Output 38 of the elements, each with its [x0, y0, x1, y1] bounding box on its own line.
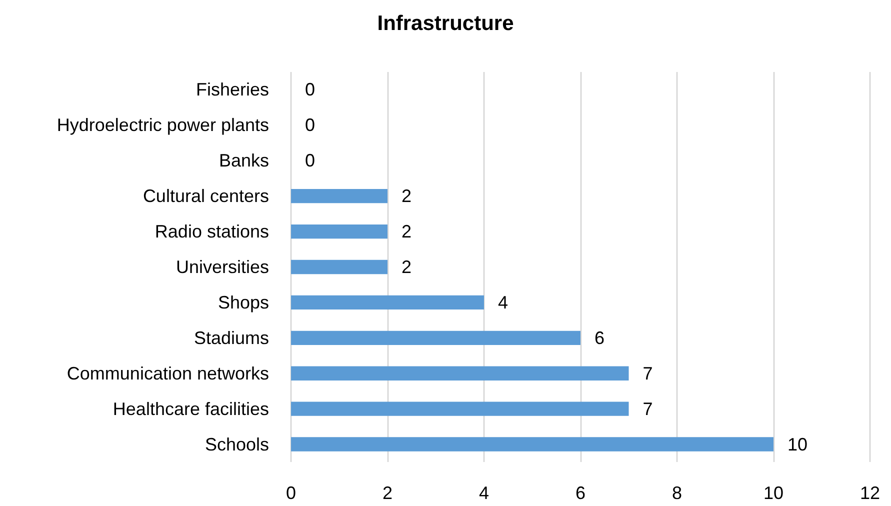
y-tick-label: Communication networks — [66, 363, 269, 384]
x-tick-label: 6 — [575, 483, 586, 503]
bar — [291, 260, 388, 274]
y-tick-label: Cultural centers — [142, 186, 269, 206]
bar — [291, 295, 484, 310]
data-label: 0 — [305, 80, 316, 100]
data-label: 6 — [594, 328, 605, 348]
bar — [291, 402, 629, 416]
bar — [291, 224, 388, 239]
x-tick-label: 2 — [382, 483, 393, 503]
y-tick-label: Hydroelectric power plants — [56, 115, 269, 136]
bar — [291, 330, 580, 345]
data-label: 2 — [402, 257, 412, 277]
y-tick-label: Fisheries — [196, 80, 269, 100]
chart-title: Infrastructure — [377, 12, 514, 35]
bar — [291, 189, 388, 204]
y-tick-label: Banks — [218, 150, 269, 171]
x-tick-label: 4 — [478, 483, 490, 503]
data-label: 10 — [788, 434, 808, 454]
data-label: 7 — [642, 398, 653, 419]
y-tick-label: Radio stations — [154, 222, 269, 242]
y-tick-label: Schools — [204, 434, 269, 454]
y-tick-label: Shops — [218, 292, 269, 312]
data-label: 2 — [402, 186, 412, 206]
bar — [291, 437, 774, 452]
y-tick-label: Stadiums — [194, 328, 269, 348]
y-tick-label: Healthcare facilities — [112, 398, 269, 419]
data-label: 2 — [402, 222, 412, 242]
x-tick-label: 10 — [763, 483, 784, 503]
data-label: 0 — [305, 115, 316, 136]
bar — [291, 366, 629, 380]
y-tick-label: Universities — [176, 257, 269, 277]
data-label: 4 — [498, 292, 508, 312]
x-tick-label: 0 — [286, 483, 296, 503]
data-label: 0 — [305, 150, 316, 171]
x-tick-label: 12 — [860, 483, 880, 503]
x-tick-label: 8 — [672, 483, 682, 503]
data-label: 7 — [642, 363, 653, 384]
